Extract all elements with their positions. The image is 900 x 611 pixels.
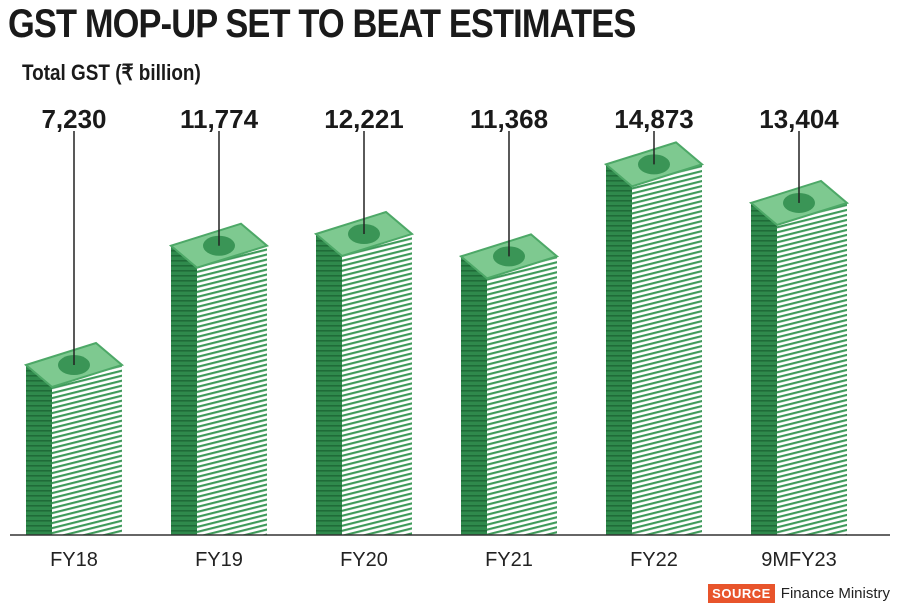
value-label: 14,873 [614,104,694,134]
value-label: 13,404 [759,104,839,134]
bar-front-face [777,202,847,535]
category-label: FY20 [340,549,388,571]
chart-title: GST MOP-UP SET TO BEAT ESTIMATES [8,2,636,46]
bar-front-face [487,256,557,535]
bar-side-face [171,245,197,536]
bar-front-face [632,164,702,536]
bar-9mfy23 [748,179,850,535]
y-axis-label: Total GST (₹ billion) [22,60,201,85]
bar-fy20 [313,210,415,535]
category-label: 9MFY23 [761,549,837,571]
bar-fy21 [458,233,560,535]
bar-side-face [606,164,632,536]
bar-fy22 [603,141,705,536]
value-label: 7,230 [41,104,106,134]
bar-side-face [26,365,52,535]
value-label: 11,774 [180,104,259,134]
bar-front-face [52,365,122,535]
category-label: FY18 [50,549,98,571]
source-text: Finance Ministry [780,585,890,602]
bar-fy18 [23,341,125,535]
source-tag: SOURCE [708,584,775,603]
value-label: 12,221 [324,104,404,134]
category-label: FY21 [485,549,533,571]
source-credit: SOURCE Finance Ministry [708,584,890,603]
bar-fy19 [168,222,270,536]
bar-front-face [342,233,412,535]
bar-side-face [461,256,487,535]
category-label: FY22 [630,549,678,571]
value-label: 11,368 [470,104,548,134]
bar-side-face [316,233,342,535]
bar-side-face [751,202,777,535]
bar-front-face [197,245,267,536]
category-label: FY19 [195,549,243,571]
